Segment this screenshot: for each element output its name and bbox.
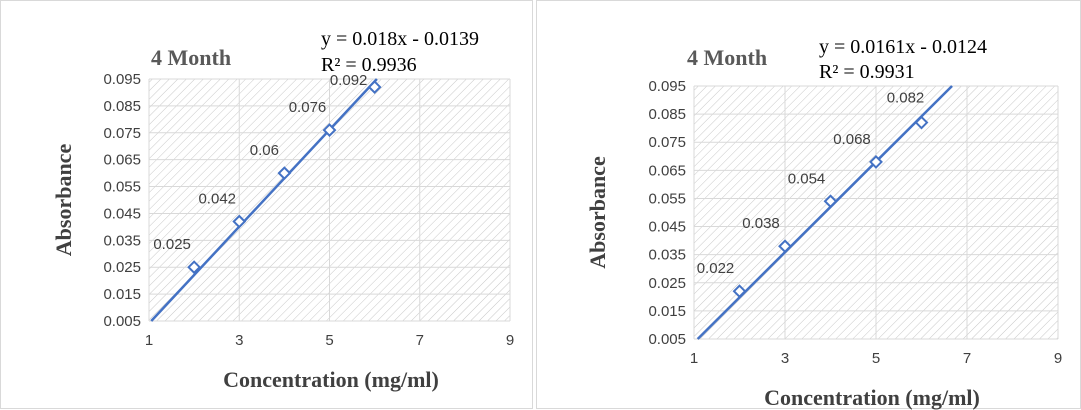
data-label: 0.092 (330, 72, 368, 89)
x-tick-label: 5 (872, 350, 880, 367)
y-tick-label: 0.035 (103, 232, 141, 249)
data-point (823, 194, 838, 209)
x-tick-label: 1 (690, 350, 698, 367)
y-tick-label: 0.055 (648, 190, 686, 207)
y-axis-title: Absorbance (585, 156, 610, 269)
y-tick-label: 0.065 (103, 152, 141, 169)
data-point (232, 214, 247, 229)
data-point (914, 115, 929, 130)
x-tick-label: 3 (235, 332, 243, 349)
y-tick-label: 0.095 (103, 71, 141, 88)
data-point (187, 260, 202, 275)
data-label: 0.038 (742, 215, 780, 232)
x-tick-label: 9 (506, 332, 514, 349)
y-tick-label: 0.055 (103, 179, 141, 196)
data-label: 0.042 (198, 191, 236, 208)
y-tick-label: 0.005 (648, 331, 686, 348)
y-tick-label: 0.045 (648, 219, 686, 236)
data-label: 0.06 (250, 142, 279, 159)
x-tick-label: 9 (1054, 350, 1062, 367)
y-tick-label: 0.025 (103, 259, 141, 276)
chart-right: 0.095 0.085 0.075 0.065 0.055 0.045 0.035 0.025… (585, 36, 1062, 410)
x-tick-label: 7 (416, 332, 424, 349)
data-label: 0.068 (833, 131, 871, 148)
y-tick-label: 0.035 (648, 247, 686, 264)
trendline-r2: R² = 0.9931 (819, 61, 915, 83)
data-point (732, 284, 747, 299)
y-tick-label: 0.085 (103, 98, 141, 115)
data-label: 0.076 (289, 99, 327, 116)
y-tick-label: 0.005 (103, 313, 141, 330)
x-axis-title: Concentration (mg/ml) (764, 385, 980, 410)
chart-title: 4 Month (687, 45, 767, 70)
data-label: 0.025 (153, 236, 191, 253)
data-point (367, 80, 382, 94)
chart-panel-right: 0.095 0.085 0.075 0.065 0.055 0.045 0.035 0.025… (536, 0, 1081, 410)
x-tick-label: 3 (781, 350, 789, 367)
y-tick-label: 0.025 (648, 275, 686, 292)
x-tick-label: 7 (963, 350, 971, 367)
y-tick-label: 0.015 (103, 286, 141, 303)
y-axis-title: Absorbance (51, 144, 76, 257)
y-tick-label: 0.075 (103, 125, 141, 142)
data-point (277, 166, 292, 181)
trendline (150, 78, 378, 322)
trendline-r2: R² = 0.9936 (321, 54, 417, 76)
x-tick-label: 5 (325, 332, 333, 349)
x-axis-title: Concentration (mg/ml) (223, 367, 439, 392)
y-tick-label: 0.065 (648, 162, 686, 179)
data-point (869, 154, 883, 169)
data-point (778, 239, 792, 254)
data-label: 0.082 (887, 90, 925, 107)
chart-panel-left: 0.095 0.085 0.075 0.065 0.055 0.045 0.035 0.025… (0, 0, 533, 409)
y-tick-label: 0.075 (648, 134, 686, 151)
y-tick-label: 0.085 (648, 106, 686, 123)
y-tick-label: 0.045 (103, 205, 141, 222)
data-point (322, 123, 337, 138)
trendline-equation: y = 0.018x - 0.0139 (321, 28, 479, 50)
chart-title: 4 Month (151, 45, 231, 70)
y-tick-label: 0.015 (648, 303, 686, 320)
data-label: 0.022 (697, 260, 735, 277)
y-tick-label: 0.095 (648, 78, 686, 95)
trendline-equation: y = 0.0161x - 0.0124 (819, 36, 987, 58)
x-tick-label: 1 (145, 332, 153, 349)
chart-left: 0.0950.0850.0750.0650.0550.0450.0350.025… (51, 28, 514, 392)
data-label: 0.054 (788, 170, 826, 187)
